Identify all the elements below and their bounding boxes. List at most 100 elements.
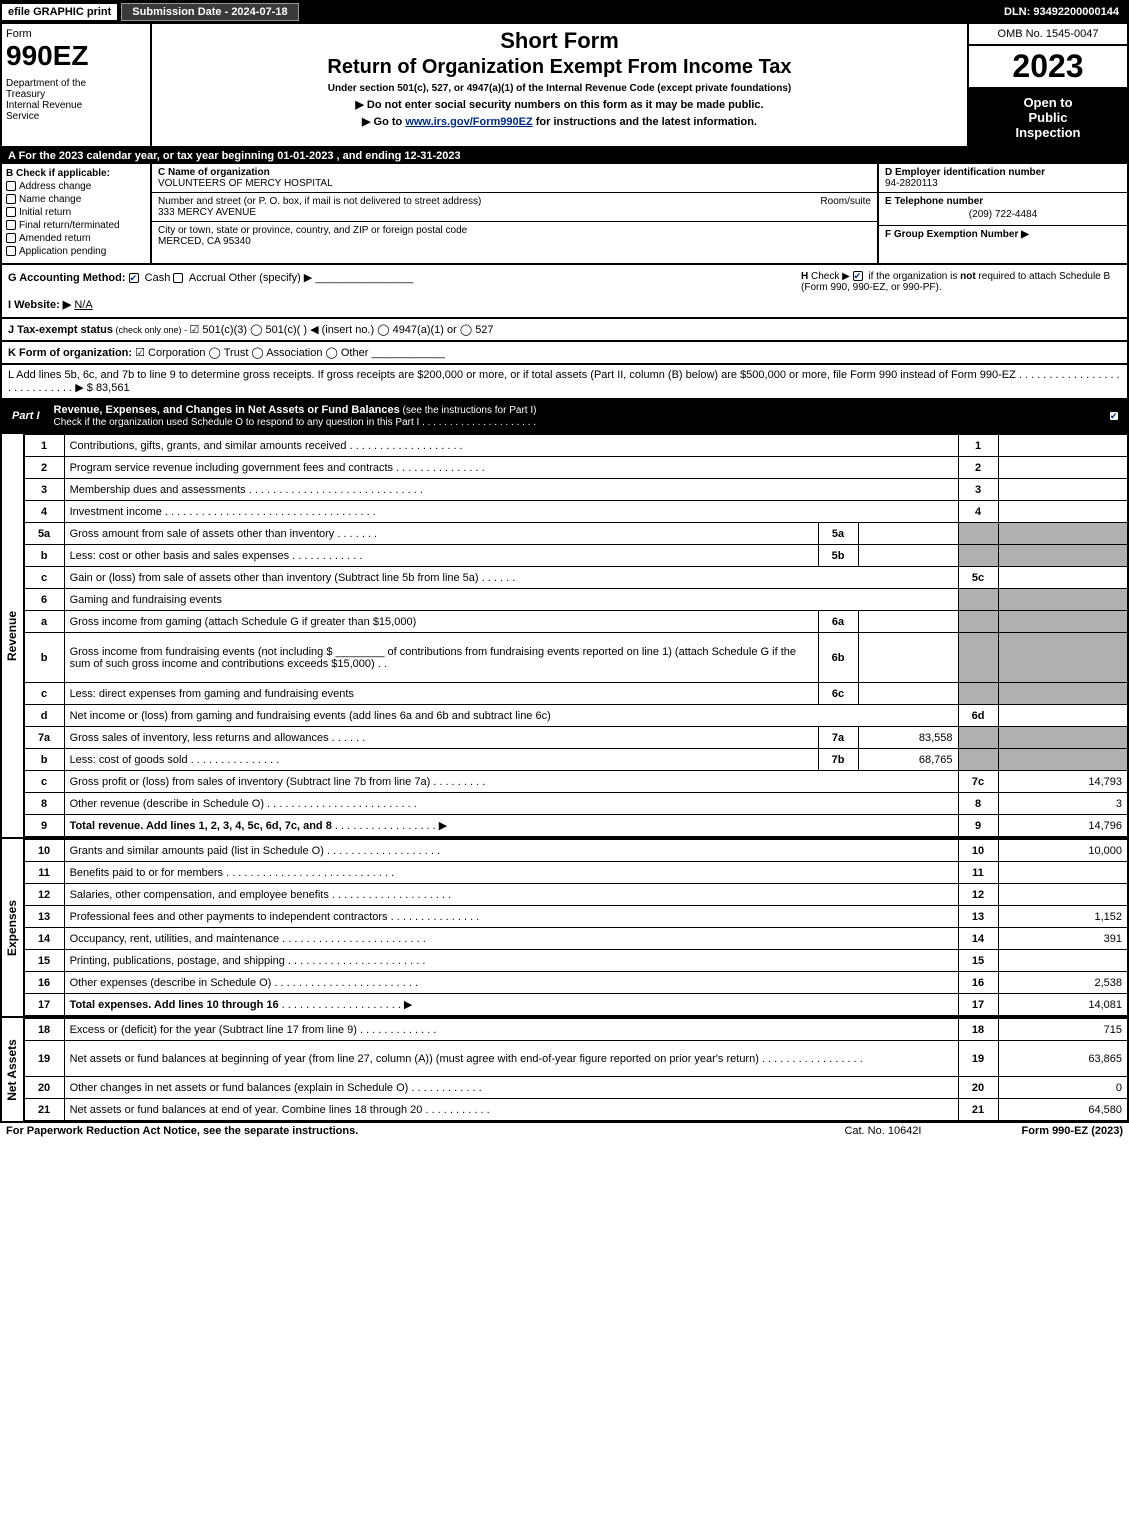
dln-label: DLN: 93492200000144 [996, 4, 1127, 20]
line-6a: aGross income from gaming (attach Schedu… [24, 611, 1128, 633]
city-row: City or town, state or province, country… [152, 222, 877, 250]
short-form-title: Short Form [160, 28, 959, 54]
irs-link[interactable]: www.irs.gov/Form990EZ [405, 116, 532, 128]
row-g-h: G Accounting Method: Cash Accrual Other … [0, 265, 1129, 319]
line-2: 2Program service revenue including gover… [24, 457, 1128, 479]
instruction-pre: ▶ Go to [362, 116, 405, 128]
line-15: 15Printing, publications, postage, and s… [24, 950, 1128, 972]
expenses-side-label: Expenses [5, 899, 19, 955]
form-word: Form [6, 28, 146, 40]
chk-final-return[interactable]: Final return/terminated [6, 220, 146, 231]
paperwork-notice: For Paperwork Reduction Act Notice, see … [6, 1125, 358, 1137]
line-3: 3Membership dues and assessments . . . .… [24, 479, 1128, 501]
street-row: Number and street (or P. O. box, if mail… [152, 193, 877, 222]
line-21: 21Net assets or fund balances at end of … [24, 1099, 1128, 1121]
net-assets-section: Net Assets 18Excess or (deficit) for the… [0, 1018, 1129, 1123]
chk-schedule-o[interactable] [1109, 411, 1119, 421]
chk-amended-return[interactable]: Amended return [6, 233, 146, 244]
line-11: 11Benefits paid to or for members . . . … [24, 862, 1128, 884]
line-8: 8Other revenue (describe in Schedule O) … [24, 793, 1128, 815]
org-name-row: C Name of organization VOLUNTEERS OF MER… [152, 164, 877, 193]
phone-row: E Telephone number (209) 722-4484 [879, 193, 1127, 226]
efile-label: efile GRAPHIC print [2, 4, 117, 20]
submission-date: Submission Date - 2024-07-18 [121, 3, 298, 21]
city-label: City or town, state or province, country… [158, 225, 467, 236]
line-7c: cGross profit or (loss) from sales of in… [24, 771, 1128, 793]
expenses-section: Expenses 10Grants and similar amounts pa… [0, 839, 1129, 1018]
row-g-label: G Accounting Method: [8, 272, 126, 284]
form-id-block: Form 990EZ Department of theTreasuryInte… [2, 24, 152, 146]
website-value: N/A [74, 299, 92, 311]
line-6b: bGross income from fundraising events (n… [24, 633, 1128, 683]
row-l: L Add lines 5b, 6c, and 7b to line 9 to … [0, 365, 1129, 400]
chk-initial-return[interactable]: Initial return [6, 207, 146, 218]
inspection-badge: Open toPublicInspection [969, 89, 1127, 146]
part-1-label: Part I [2, 406, 50, 426]
row-j-label: J Tax-exempt status [8, 324, 113, 336]
chk-schedule-b[interactable] [853, 271, 863, 281]
info-right: D Employer identification number 94-2820… [877, 164, 1127, 263]
return-title: Return of Organization Exempt From Incom… [160, 56, 959, 79]
line-7a: 7aGross sales of inventory, less returns… [24, 727, 1128, 749]
ein-value: 94-2820113 [885, 178, 938, 189]
phone-value: (209) 722-4484 [885, 207, 1121, 222]
room-label: Room/suite [820, 196, 871, 207]
city-value: MERCED, CA 95340 [158, 236, 251, 247]
section-c-block: C Name of organization VOLUNTEERS OF MER… [152, 164, 877, 263]
line-13: 13Professional fees and other payments t… [24, 906, 1128, 928]
row-j-options: ☑ 501(c)(3) ◯ 501(c)( ) ◀ (insert no.) ◯… [189, 324, 493, 336]
chk-cash[interactable] [129, 273, 139, 283]
line-12: 12Salaries, other compensation, and empl… [24, 884, 1128, 906]
form-reference: Form 990-EZ (2023) [1022, 1125, 1124, 1137]
line-9: 9Total revenue. Add lines 1, 2, 3, 4, 5c… [24, 815, 1128, 837]
line-17: 17Total expenses. Add lines 10 through 1… [24, 994, 1128, 1016]
part-1-header: Part I Revenue, Expenses, and Changes in… [0, 400, 1129, 434]
row-l-text: L Add lines 5b, 6c, and 7b to line 9 to … [8, 369, 1120, 394]
chk-application-pending[interactable]: Application pending [6, 246, 146, 257]
accounting-method: G Accounting Method: Cash Accrual Other … [8, 271, 801, 311]
row-k-label: K Form of organization: [8, 347, 132, 359]
org-name-value: VOLUNTEERS OF MERCY HOSPITAL [158, 178, 333, 189]
header-right: OMB No. 1545-0047 2023 Open toPublicInsp… [967, 24, 1127, 146]
line-14: 14Occupancy, rent, utilities, and mainte… [24, 928, 1128, 950]
under-section-text: Under section 501(c), 527, or 4947(a)(1)… [160, 83, 959, 94]
chk-accrual[interactable] [173, 273, 183, 283]
row-j: J Tax-exempt status (check only one) - ☑… [0, 319, 1129, 342]
line-5c: cGain or (loss) from sale of assets othe… [24, 567, 1128, 589]
row-l-value: 83,561 [96, 382, 130, 394]
row-h: H Check ▶ if the organization is not req… [801, 271, 1121, 311]
instruction-ssn: ▶ Do not enter social security numbers o… [160, 98, 959, 111]
chk-address-change[interactable]: Address change [6, 181, 146, 192]
ein-row: D Employer identification number 94-2820… [879, 164, 1127, 193]
row-j-sub: (check only one) - [113, 325, 190, 335]
line-20: 20Other changes in net assets or fund ba… [24, 1077, 1128, 1099]
page-footer: For Paperwork Reduction Act Notice, see … [0, 1123, 1129, 1139]
ein-label: D Employer identification number [885, 167, 1045, 178]
revenue-side-label: Revenue [5, 610, 19, 660]
phone-label: E Telephone number [885, 196, 983, 207]
section-a-period: A For the 2023 calendar year, or tax yea… [0, 148, 1129, 164]
revenue-section: Revenue 1Contributions, gifts, grants, a… [0, 434, 1129, 839]
department-label: Department of theTreasuryInternal Revenu… [6, 78, 146, 122]
info-block: B Check if applicable: Address change Na… [0, 164, 1129, 265]
row-k: K Form of organization: ☑ Corporation ◯ … [0, 342, 1129, 365]
line-16: 16Other expenses (describe in Schedule O… [24, 972, 1128, 994]
street-label: Number and street (or P. O. box, if mail… [158, 196, 481, 207]
line-5b: bLess: cost or other basis and sales exp… [24, 545, 1128, 567]
group-exemption-label: F Group Exemption Number ▶ [885, 229, 1029, 240]
chk-name-change[interactable]: Name change [6, 194, 146, 205]
org-name-label: C Name of organization [158, 167, 270, 178]
instruction-post: for instructions and the latest informat… [533, 116, 757, 128]
line-19: 19Net assets or fund balances at beginni… [24, 1041, 1128, 1077]
line-6: 6Gaming and fundraising events [24, 589, 1128, 611]
line-5a: 5aGross amount from sale of assets other… [24, 523, 1128, 545]
part-1-title: Revenue, Expenses, and Changes in Net As… [50, 400, 1109, 432]
group-exemption-row: F Group Exemption Number ▶ [879, 226, 1127, 243]
netassets-side-label: Net Assets [5, 1039, 19, 1101]
line-6d: dNet income or (loss) from gaming and fu… [24, 705, 1128, 727]
tax-year: 2023 [969, 46, 1127, 89]
form-title-block: Short Form Return of Organization Exempt… [152, 24, 967, 146]
top-bar: efile GRAPHIC print Submission Date - 20… [0, 0, 1129, 24]
row-i-label: I Website: ▶ [8, 299, 71, 311]
section-b-checkboxes: B Check if applicable: Address change Na… [2, 164, 152, 263]
